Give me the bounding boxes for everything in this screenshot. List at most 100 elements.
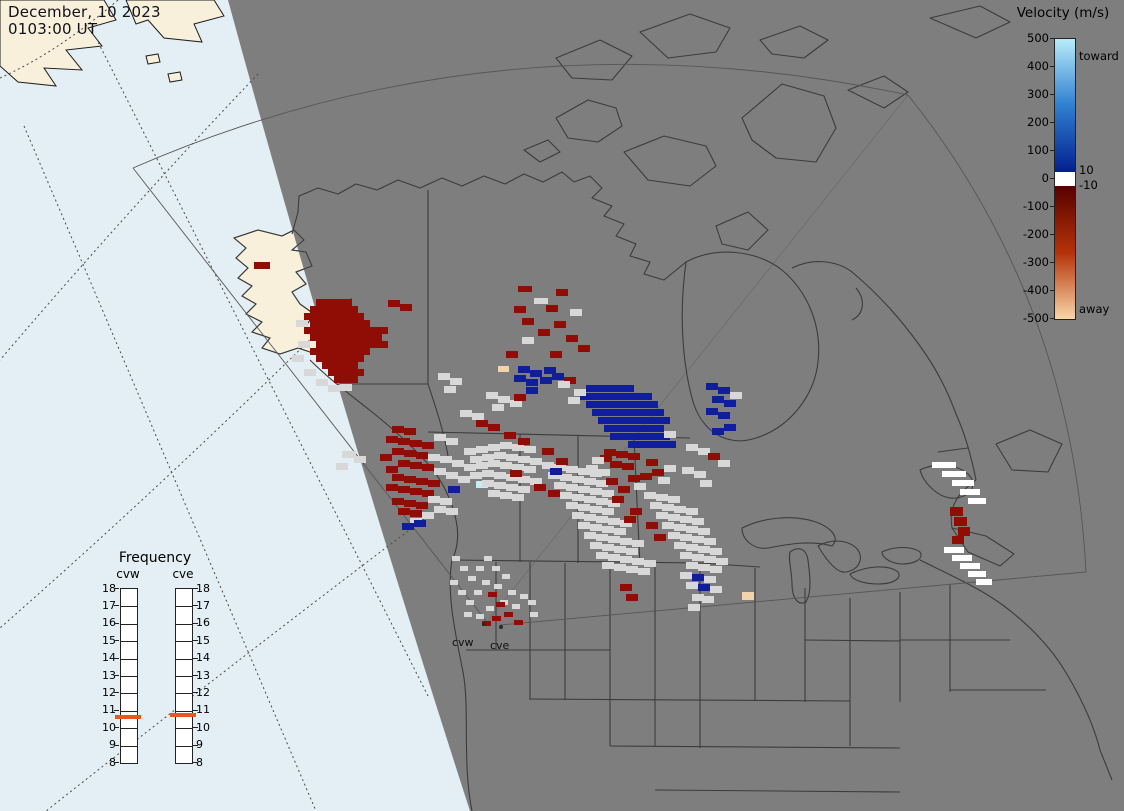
velocity-cell <box>664 441 676 448</box>
velocity-cell <box>334 320 346 327</box>
velocity-cell <box>488 424 500 431</box>
velocity-cell <box>674 506 686 513</box>
away-label: away <box>1079 302 1110 316</box>
velocity-cell <box>328 313 340 320</box>
velocity-cell <box>598 401 610 408</box>
velocity-cell <box>328 355 340 362</box>
velocity-cell <box>668 532 680 539</box>
velocity-cell <box>620 584 632 591</box>
velocity-cell <box>544 367 556 374</box>
velocity-cell <box>616 393 628 400</box>
velocity-cell <box>488 460 500 467</box>
velocity-cell <box>494 482 506 489</box>
frequency-outer-tick <box>114 657 119 659</box>
velocity-cell <box>526 387 538 394</box>
velocity-cell <box>596 534 608 541</box>
velocity-cell <box>452 556 460 561</box>
velocity-cell <box>596 480 608 487</box>
velocity-cell <box>584 532 596 539</box>
velocity-cell <box>572 494 584 501</box>
frequency-tick-label: 18 <box>102 581 116 595</box>
velocity-cell <box>608 518 620 525</box>
velocity-cell <box>518 476 530 483</box>
frequency-bar-tick <box>121 693 137 695</box>
frequency-bar-tick <box>176 710 192 712</box>
velocity-cell <box>604 409 616 416</box>
velocity-cell <box>422 490 434 497</box>
velocity-cell <box>400 304 412 311</box>
velocity-cell <box>444 386 456 393</box>
velocity-cell <box>606 478 618 485</box>
velocity-cell <box>486 606 494 611</box>
velocity-cell <box>952 480 974 486</box>
plus-ten-label: 10 <box>1079 163 1094 177</box>
velocity-cell <box>592 393 604 400</box>
velocity-cell <box>624 516 636 523</box>
velocity-cell <box>674 542 686 549</box>
velocity-cell <box>472 413 484 420</box>
frequency-bar-tick <box>176 641 192 643</box>
velocity-cell <box>598 385 610 392</box>
velocity-cell <box>960 563 980 569</box>
velocity-cell <box>692 518 704 525</box>
velocity-cell <box>668 496 680 503</box>
velocity-cell <box>510 400 522 407</box>
velocity-cell <box>522 318 534 325</box>
velocity-cell <box>460 566 468 571</box>
velocity-cell <box>296 320 308 327</box>
colorbar-zero-band <box>1055 172 1075 186</box>
velocity-cell <box>336 463 348 470</box>
velocity-cell <box>464 448 476 455</box>
velocity-cell <box>954 517 967 526</box>
velocity-cell <box>526 379 538 386</box>
velocity-cell <box>552 373 564 380</box>
velocity-cell <box>950 507 963 516</box>
velocity-cell <box>316 355 328 362</box>
velocity-cell <box>592 409 604 416</box>
frequency-outer-tick <box>193 622 198 624</box>
velocity-cell <box>584 478 596 485</box>
velocity-cell <box>640 393 652 400</box>
velocity-cell <box>566 335 578 342</box>
velocity-cell <box>422 464 434 471</box>
velocity-cell <box>304 313 316 320</box>
coastlines-and-borders <box>233 5 1113 811</box>
velocity-cell <box>598 417 610 424</box>
velocity-cell <box>566 502 578 509</box>
velocity-cell <box>704 538 716 545</box>
velocity-cell <box>334 348 346 355</box>
velocity-cell <box>392 426 404 433</box>
velocity-cell <box>698 584 710 591</box>
velocity-cell <box>488 444 500 451</box>
velocity-cell <box>364 327 376 334</box>
velocity-cell <box>304 369 316 376</box>
velocity-cell <box>346 376 358 383</box>
velocity-cell <box>340 313 352 320</box>
velocity-cell <box>334 306 346 313</box>
velocity-tick-mark <box>1050 150 1054 151</box>
velocity-cell <box>340 341 352 348</box>
velocity-cell <box>680 552 692 559</box>
frequency-bar-cve <box>175 588 193 764</box>
frequency-bar-tick <box>121 676 137 677</box>
velocity-cell <box>610 401 622 408</box>
velocity-cell <box>376 327 388 334</box>
frequency-outer-tick <box>114 692 119 694</box>
velocity-cell <box>626 548 638 555</box>
velocity-tick-mark <box>1050 66 1054 67</box>
velocity-cell <box>586 385 598 392</box>
velocity-cell <box>316 341 328 348</box>
velocity-tick-label: -400 <box>1022 283 1049 297</box>
velocity-legend-title: Velocity (m/s) <box>1016 5 1110 21</box>
velocity-cell <box>628 393 640 400</box>
velocity-cell <box>592 457 604 464</box>
velocity-cell <box>322 348 334 355</box>
frequency-tick-label: 18 <box>196 581 210 595</box>
velocity-cell <box>628 441 640 448</box>
velocity-cell <box>340 327 352 334</box>
velocity-tick-label: -500 <box>1022 311 1049 325</box>
velocity-cell <box>504 432 516 439</box>
velocity-cell <box>514 620 523 625</box>
velocity-cell <box>590 488 602 495</box>
velocity-cell <box>584 514 596 521</box>
